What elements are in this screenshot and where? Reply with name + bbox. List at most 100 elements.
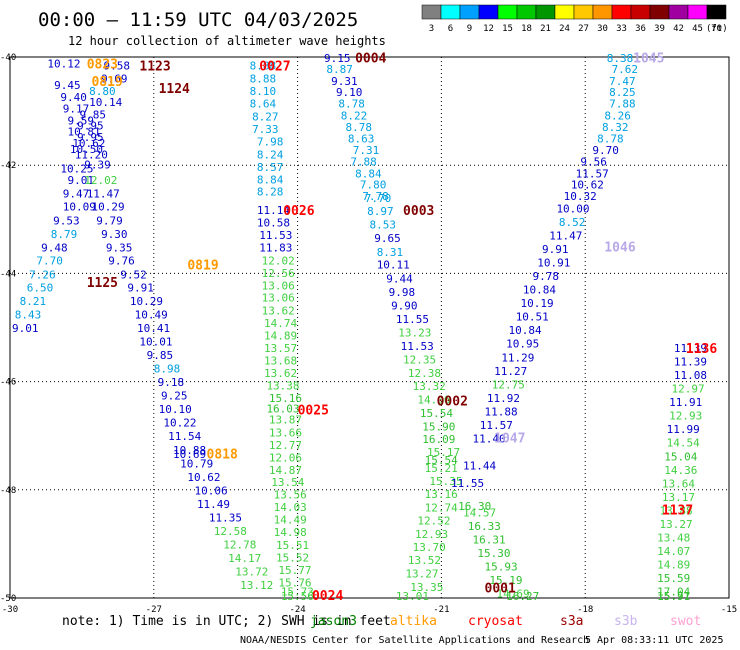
legend-swatch: [421, 4, 442, 20]
wave-height-value: 13.64: [662, 477, 695, 490]
legend-swatch: [459, 4, 480, 20]
wave-height-value: 12.75: [492, 378, 525, 391]
wave-height-value: 15.30: [477, 547, 510, 560]
wave-height-value: 15.16: [269, 392, 302, 405]
wave-height-value: 13.66: [269, 426, 302, 439]
wave-height-value: 10.11: [377, 259, 410, 272]
legend-label: 18: [521, 24, 532, 34]
wave-height-value: 13.17: [662, 491, 695, 504]
wave-height-value: 8.64: [250, 98, 277, 111]
pass-label: 1047: [494, 431, 525, 446]
wave-height-value: 11.27: [494, 365, 527, 378]
wave-height-value: 8.57: [257, 161, 284, 174]
wave-height-value: 7.70: [365, 192, 392, 205]
wave-height-value: 13.27: [405, 568, 438, 581]
wave-height-value: 10.91: [537, 257, 570, 270]
wave-height-value: 11.39: [674, 356, 707, 369]
wave-height-value: 15.77: [657, 590, 690, 603]
wave-height-value: 12.97: [671, 383, 704, 396]
pass-label: 0002: [437, 395, 468, 410]
wave-height-value: 7.70: [36, 254, 63, 267]
wave-height-value: 11.47: [87, 187, 120, 200]
wave-height-value: 16.09: [422, 433, 455, 446]
legend-swatch: [592, 4, 613, 20]
wave-height-value: 11.57: [480, 419, 513, 432]
wave-height-value: 9.70: [592, 144, 619, 157]
footer-credit: NOAA/NESDIS Center for Satellite Applica…: [240, 635, 589, 646]
x-tick-label: -15: [721, 605, 737, 615]
x-tick-label: -18: [577, 605, 593, 615]
wave-height-value: 9.58: [103, 60, 130, 73]
wave-height-value: 15.93: [485, 561, 518, 574]
wave-height-value: 13.48: [657, 531, 690, 544]
wave-height-value: 15.04: [664, 450, 697, 463]
legend-label: 15: [502, 24, 513, 34]
chart-subtitle: 12 hour collection of altimeter wave hei…: [68, 34, 386, 48]
wave-height-value: 8.97: [367, 205, 394, 218]
wave-height-value: 16.33: [468, 520, 501, 533]
y-tick-label: -50: [0, 594, 16, 604]
legend-label: 33: [616, 24, 627, 34]
wave-height-value: 10.01: [139, 336, 172, 349]
wave-height-value: 10.12: [47, 57, 80, 70]
wave-height-value: 9.17: [63, 102, 90, 115]
legend-swatch: [535, 4, 556, 20]
wave-height-value: 11.83: [259, 241, 292, 254]
wave-height-value: 9.91: [542, 243, 569, 256]
wave-height-value: 14.89: [657, 558, 690, 571]
wave-height-value: 12.06: [269, 451, 302, 464]
wave-height-values: 10.12 9.589.699.45 8.809.40 10.149.179.859.…: [12, 52, 707, 603]
wave-height-value: 8.98: [154, 363, 181, 376]
wave-height-value: 13.12: [240, 579, 273, 592]
wave-height-value: 9.59: [68, 114, 95, 127]
wave-height-value: 12.02: [84, 174, 117, 187]
satellite-legend: jason3 altika cryosat s3a s3b swot: [310, 614, 701, 629]
y-tick-label: -46: [0, 378, 16, 388]
pass-label: 0819: [91, 75, 122, 90]
wave-height-value: 7.88: [350, 155, 377, 168]
legend-swatch: [611, 4, 632, 20]
wave-height-value: 8.27: [252, 111, 279, 124]
wave-height-value: 13.01: [396, 590, 429, 603]
pass-label: 0818: [207, 448, 238, 463]
wave-height-value: 15.90: [422, 421, 455, 434]
wave-height-value: 15.56: [281, 590, 314, 603]
y-tick-label: -40: [0, 53, 16, 63]
wave-height-value: 11.57: [576, 167, 609, 180]
wave-height-value: 8.78: [597, 133, 624, 146]
wave-height-value: 11.54: [168, 430, 201, 443]
wave-height-value: 11.53: [259, 229, 292, 242]
satellite-label: jason3: [310, 614, 357, 629]
pass-label: 0027: [259, 60, 290, 75]
legend-label: 9: [467, 24, 472, 34]
wave-height-value: 9.44: [386, 272, 413, 285]
y-tick-label: -48: [0, 486, 16, 496]
wave-height-value: 14.74: [264, 317, 297, 330]
wave-height-value: 13.62: [264, 367, 297, 380]
wave-height-value: 12.77: [269, 439, 302, 452]
wave-height-value: 10.49: [135, 309, 168, 322]
wave-height-value: 14.54: [667, 437, 700, 450]
wave-height-value: 13.54: [271, 476, 304, 489]
wave-height-value: 16.03: [266, 403, 299, 416]
legend-label: 24: [559, 24, 570, 34]
legend-swatch: [706, 4, 727, 20]
wave-height-value: 8.32: [602, 121, 629, 134]
wave-height-value: 11.55: [396, 313, 429, 326]
legend-swatch: [497, 4, 518, 20]
wave-height-value: 10.81: [68, 126, 101, 139]
pass-label: 1137: [662, 503, 693, 518]
wave-height-value: 13.70: [413, 541, 446, 554]
legend-swatch: [649, 4, 670, 20]
wave-height-value: 9.25: [161, 390, 188, 403]
legend-label: 39: [654, 24, 665, 34]
wave-height-value: 13.68: [264, 355, 297, 368]
wave-height-value: 10.10: [159, 403, 192, 416]
legend-label: 6: [448, 24, 453, 34]
wave-height-value: 9.69: [101, 73, 128, 86]
legend-label: 3: [429, 24, 434, 34]
wave-height-value: 8.38: [607, 52, 634, 65]
wave-height-value: 10.62: [571, 179, 604, 192]
wave-height-value: 9.39: [84, 159, 111, 172]
wave-height-value: 15.17: [427, 446, 460, 459]
